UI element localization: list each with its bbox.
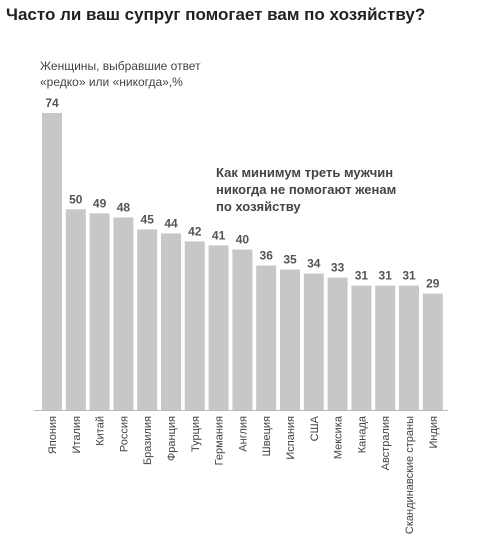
category-label-14: Австралия bbox=[380, 416, 392, 470]
bar-3 bbox=[113, 217, 134, 410]
category-label-9: Швеция bbox=[261, 416, 273, 456]
bar-8 bbox=[232, 249, 253, 410]
value-label-4: 45 bbox=[141, 212, 155, 226]
bar-0 bbox=[42, 113, 62, 410]
bar-7 bbox=[208, 245, 229, 410]
bar-6 bbox=[184, 241, 205, 410]
category-label-13: Канада bbox=[356, 415, 368, 453]
chart-annotation: Как минимум треть мужчин никогда не помо… bbox=[216, 164, 416, 215]
bar-1 bbox=[65, 209, 86, 410]
value-label-7: 41 bbox=[212, 228, 226, 242]
category-label-3: Россия bbox=[118, 416, 130, 452]
value-label-16: 29 bbox=[426, 277, 440, 291]
category-label-15: Скандинавские страны bbox=[404, 416, 416, 534]
bar-4 bbox=[137, 229, 158, 410]
subtitle-line-1: Женщины, выбравшие ответ bbox=[40, 59, 201, 73]
value-label-2: 49 bbox=[93, 196, 107, 210]
bar-15 bbox=[399, 285, 419, 410]
annotation-line-3: по хозяйству bbox=[216, 199, 301, 214]
value-label-1: 50 bbox=[69, 192, 83, 206]
category-label-4: Бразилия bbox=[142, 416, 154, 465]
annotation-line-2: никогда не помогают женам bbox=[216, 182, 397, 197]
bar-9 bbox=[256, 265, 277, 410]
value-label-0: 74 bbox=[45, 96, 59, 110]
value-label-15: 31 bbox=[402, 269, 416, 283]
category-label-2: Китай bbox=[95, 416, 107, 446]
category-label-0: Япония bbox=[47, 416, 59, 454]
value-label-13: 31 bbox=[355, 269, 369, 283]
bar-5 bbox=[161, 233, 181, 410]
value-label-8: 40 bbox=[236, 233, 250, 247]
bar-14 bbox=[375, 285, 396, 410]
value-label-6: 42 bbox=[188, 224, 202, 238]
category-label-10: Испания bbox=[285, 416, 297, 460]
annotation-line-1: Как минимум треть мужчин bbox=[216, 165, 394, 180]
category-label-8: Англия bbox=[237, 416, 249, 452]
value-label-3: 48 bbox=[117, 200, 131, 214]
bar-11 bbox=[303, 273, 324, 410]
bar-10 bbox=[280, 269, 300, 410]
value-label-14: 31 bbox=[379, 269, 393, 283]
chart-title: Часто ли ваш супруг помогает вам по хозя… bbox=[6, 5, 426, 24]
bar-13 bbox=[351, 285, 372, 410]
category-label-12: Мексика bbox=[333, 415, 345, 459]
category-label-7: Германия bbox=[214, 416, 226, 465]
value-label-11: 34 bbox=[307, 257, 321, 271]
category-label-11: США bbox=[309, 415, 321, 441]
chart-subtitle: Женщины, выбравшие ответ «редко» или «ни… bbox=[40, 58, 260, 90]
bar-16 bbox=[422, 293, 443, 410]
category-label-1: Италия bbox=[71, 416, 83, 454]
category-label-16: Индия bbox=[428, 416, 440, 449]
bar-12 bbox=[327, 277, 348, 410]
value-label-5: 44 bbox=[164, 216, 178, 230]
value-label-10: 35 bbox=[283, 253, 297, 267]
bar-2 bbox=[89, 213, 110, 410]
value-label-12: 33 bbox=[331, 261, 345, 275]
category-label-6: Турция bbox=[190, 416, 202, 452]
value-label-9: 36 bbox=[260, 249, 274, 263]
category-label-5: Франция bbox=[166, 416, 178, 461]
subtitle-line-2: «редко» или «никогда»,% bbox=[40, 75, 183, 89]
